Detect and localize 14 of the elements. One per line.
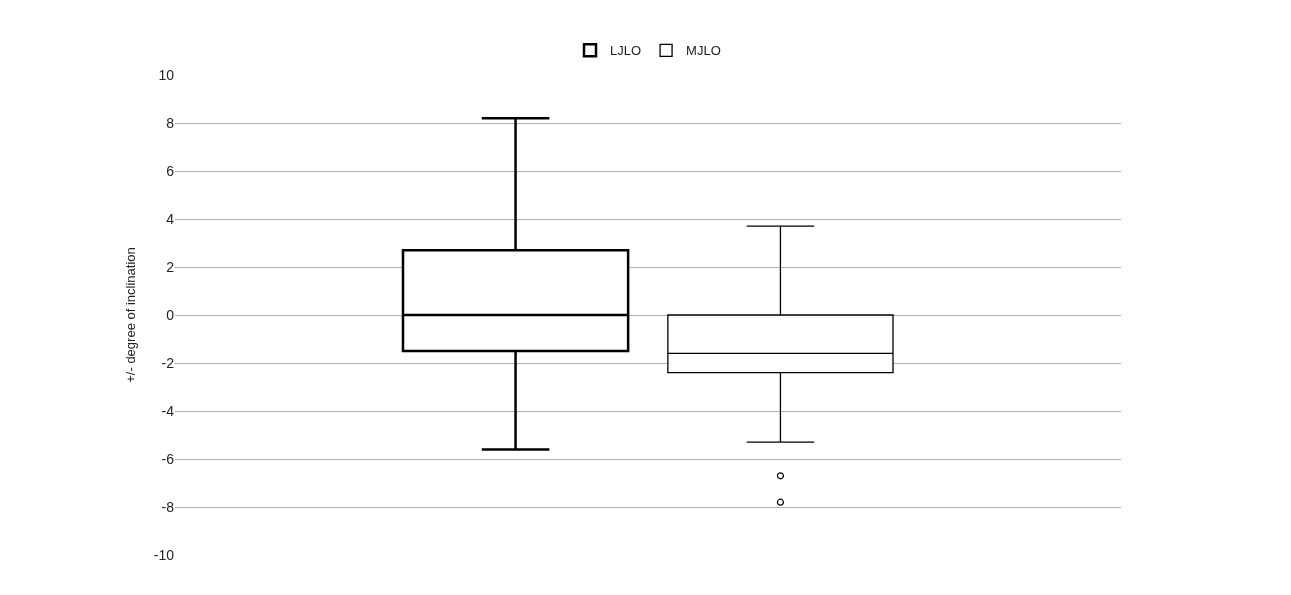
y-tick-label: 10 — [158, 66, 175, 83]
legend-label: LJLO — [610, 43, 642, 59]
y-tick-label: 6 — [166, 162, 175, 179]
y-tick-label: 4 — [166, 210, 175, 227]
y-tick-label: 8 — [166, 114, 175, 131]
y-tick-label: -4 — [161, 402, 175, 419]
y-tick-label: -2 — [161, 354, 175, 371]
y-tick-label: 2 — [166, 258, 175, 275]
y-tick-label: -6 — [161, 450, 175, 467]
y-tick-label: -8 — [161, 498, 175, 515]
legend-label: MJLO — [686, 43, 721, 59]
y-tick-label: 0 — [166, 306, 175, 323]
y-tick-label: -10 — [153, 546, 175, 563]
y-axis-title: +/- degree of inclination — [122, 247, 138, 383]
